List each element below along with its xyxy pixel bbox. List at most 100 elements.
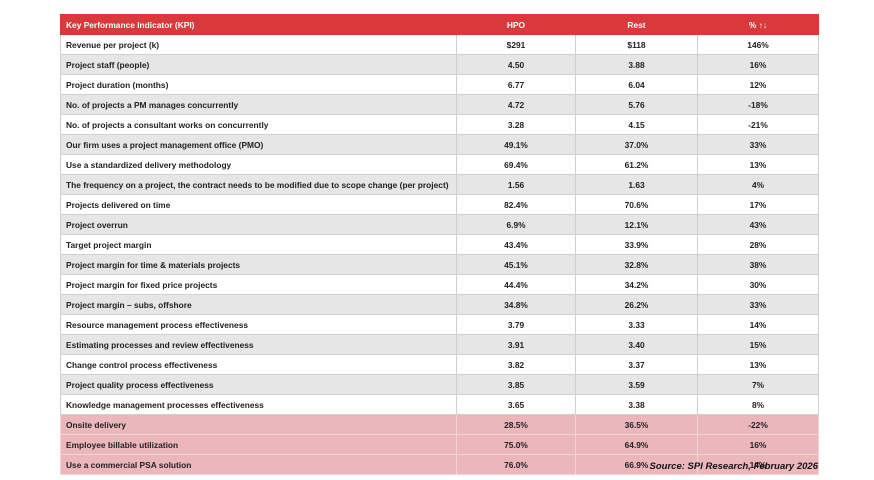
table-body: Revenue per project (k) $291 $118 146% Proje… xyxy=(60,34,819,475)
kpi-cell: Project quality process effectiveness xyxy=(60,374,457,395)
value-cell: 3.91 xyxy=(456,334,576,355)
value-cell: -22% xyxy=(697,414,819,435)
value-cell: 34.8% xyxy=(456,294,576,315)
value-cell: 61.2% xyxy=(575,154,698,175)
value-cell: 1.63 xyxy=(575,174,698,195)
value-cell: 8% xyxy=(697,394,819,415)
value-cell: 3.40 xyxy=(575,334,698,355)
value-cell: 4.15 xyxy=(575,114,698,135)
value-cell: 70.6% xyxy=(575,194,698,215)
value-cell: 4% xyxy=(697,174,819,195)
kpi-cell: Project margin – subs, offshore xyxy=(60,294,457,315)
kpi-cell: Projects delivered on time xyxy=(60,194,457,215)
header-cell: Key Performance Indicator (KPI) xyxy=(60,14,457,35)
table-row: Projects delivered on time 82.4% 70.6% 17% xyxy=(60,194,819,215)
value-cell: 12% xyxy=(697,74,819,95)
kpi-cell: Our firm uses a project management offic… xyxy=(60,134,457,155)
value-cell: 82.4% xyxy=(456,194,576,215)
kpi-cell: Target project margin xyxy=(60,234,457,255)
value-cell: 75.0% xyxy=(456,434,576,455)
value-cell: 4.50 xyxy=(456,54,576,75)
table-row: Use a standardized delivery methodology 6… xyxy=(60,154,819,175)
value-cell: 5.76 xyxy=(575,94,698,115)
table-row: Project staff (people) 4.50 3.88 16% xyxy=(60,54,819,75)
value-cell: 69.4% xyxy=(456,154,576,175)
value-cell: -18% xyxy=(697,94,819,115)
value-cell: -21% xyxy=(697,114,819,135)
value-cell: 3.37 xyxy=(575,354,698,375)
value-cell: 3.85 xyxy=(456,374,576,395)
kpi-cell: Revenue per project (k) xyxy=(60,34,457,55)
value-cell: 28.5% xyxy=(456,414,576,435)
value-cell: 33.9% xyxy=(575,234,698,255)
value-cell: 3.79 xyxy=(456,314,576,335)
kpi-cell: Knowledge management processes effective… xyxy=(60,394,457,415)
value-cell: 3.59 xyxy=(575,374,698,395)
header-cell: % ↑↓ xyxy=(697,14,819,35)
value-cell: 3.33 xyxy=(575,314,698,335)
value-cell: $291 xyxy=(456,34,576,55)
value-cell: 146% xyxy=(697,34,819,55)
highlight-row: Employee billable utilization 75.0% 64.9% 1… xyxy=(60,434,819,455)
value-cell: 28% xyxy=(697,234,819,255)
highlight-row: Use a commercial PSA solution 76.0% 66.9% 1… xyxy=(60,454,819,475)
value-cell: 49.1% xyxy=(456,134,576,155)
value-cell: 3.28 xyxy=(456,114,576,135)
value-cell: 64.9% xyxy=(575,434,698,455)
value-cell: 16% xyxy=(697,54,819,75)
highlight-row: Onsite delivery 28.5% 36.5% -22% xyxy=(60,414,819,435)
value-cell: 14% xyxy=(697,314,819,335)
value-cell: 6.9% xyxy=(456,214,576,235)
kpi-cell: No. of projects a consultant works on co… xyxy=(60,114,457,135)
value-cell: 30% xyxy=(697,274,819,295)
value-cell: 17% xyxy=(697,194,819,215)
kpi-cell: Use a commercial PSA solution xyxy=(60,454,457,475)
source-note: Source: SPI Research, February 2026 xyxy=(649,461,818,472)
value-cell: 3.38 xyxy=(575,394,698,415)
value-cell: 3.65 xyxy=(456,394,576,415)
table-row: Project margin for time & materials proj… xyxy=(60,254,819,275)
value-cell: 16% xyxy=(697,434,819,455)
kpi-cell: Project staff (people) xyxy=(60,54,457,75)
kpi-cell: Project duration (months) xyxy=(60,74,457,95)
value-cell: 43% xyxy=(697,214,819,235)
table-row: Project margin – subs, offshore 34.8% 26.2… xyxy=(60,294,819,315)
table-row: Project duration (months) 6.77 6.04 12% xyxy=(60,74,819,95)
table-row: Resource management process effectivenes… xyxy=(60,314,819,335)
table-row: Target project margin 43.4% 33.9% 28% xyxy=(60,234,819,255)
value-cell: 33% xyxy=(697,294,819,315)
value-cell: 12.1% xyxy=(575,214,698,235)
value-cell: 38% xyxy=(697,254,819,275)
kpi-cell: Estimating processes and review effectiv… xyxy=(60,334,457,355)
header-cell: Rest xyxy=(575,14,698,35)
kpi-cell: Use a standardized delivery methodology xyxy=(60,154,457,175)
table-row: Project overrun 6.9% 12.1% 43% xyxy=(60,214,819,235)
value-cell: 13% xyxy=(697,354,819,375)
table-row: Revenue per project (k) $291 $118 146% xyxy=(60,34,819,55)
value-cell: 32.8% xyxy=(575,254,698,275)
kpi-cell: No. of projects a PM manages concurrentl… xyxy=(60,94,457,115)
kpi-table: Key Performance Indicator (KPI) HPO Rest% … xyxy=(60,14,819,475)
kpi-cell: Employee billable utilization xyxy=(60,434,457,455)
value-cell: 3.88 xyxy=(575,54,698,75)
header-cell: HPO xyxy=(456,14,576,35)
value-cell: 44.4% xyxy=(456,274,576,295)
table-row: Project margin for fixed price projects 4… xyxy=(60,274,819,295)
value-cell: 66.9% xyxy=(575,454,698,475)
value-cell: 76.0% xyxy=(456,454,576,475)
value-cell: 13% xyxy=(697,154,819,175)
table-row: The frequency on a project, the contract… xyxy=(60,174,819,195)
kpi-cell: Project overrun xyxy=(60,214,457,235)
value-cell: 3.82 xyxy=(456,354,576,375)
value-cell: 33% xyxy=(697,134,819,155)
value-cell: 15% xyxy=(697,334,819,355)
kpi-cell: Project margin for fixed price projects xyxy=(60,274,457,295)
value-cell: 37.0% xyxy=(575,134,698,155)
value-cell: 6.04 xyxy=(575,74,698,95)
value-cell: 34.2% xyxy=(575,274,698,295)
kpi-cell: Onsite delivery xyxy=(60,414,457,435)
value-cell: 36.5% xyxy=(575,414,698,435)
value-cell: $118 xyxy=(575,34,698,55)
table-row: Estimating processes and review effectiv… xyxy=(60,334,819,355)
value-cell: 26.2% xyxy=(575,294,698,315)
